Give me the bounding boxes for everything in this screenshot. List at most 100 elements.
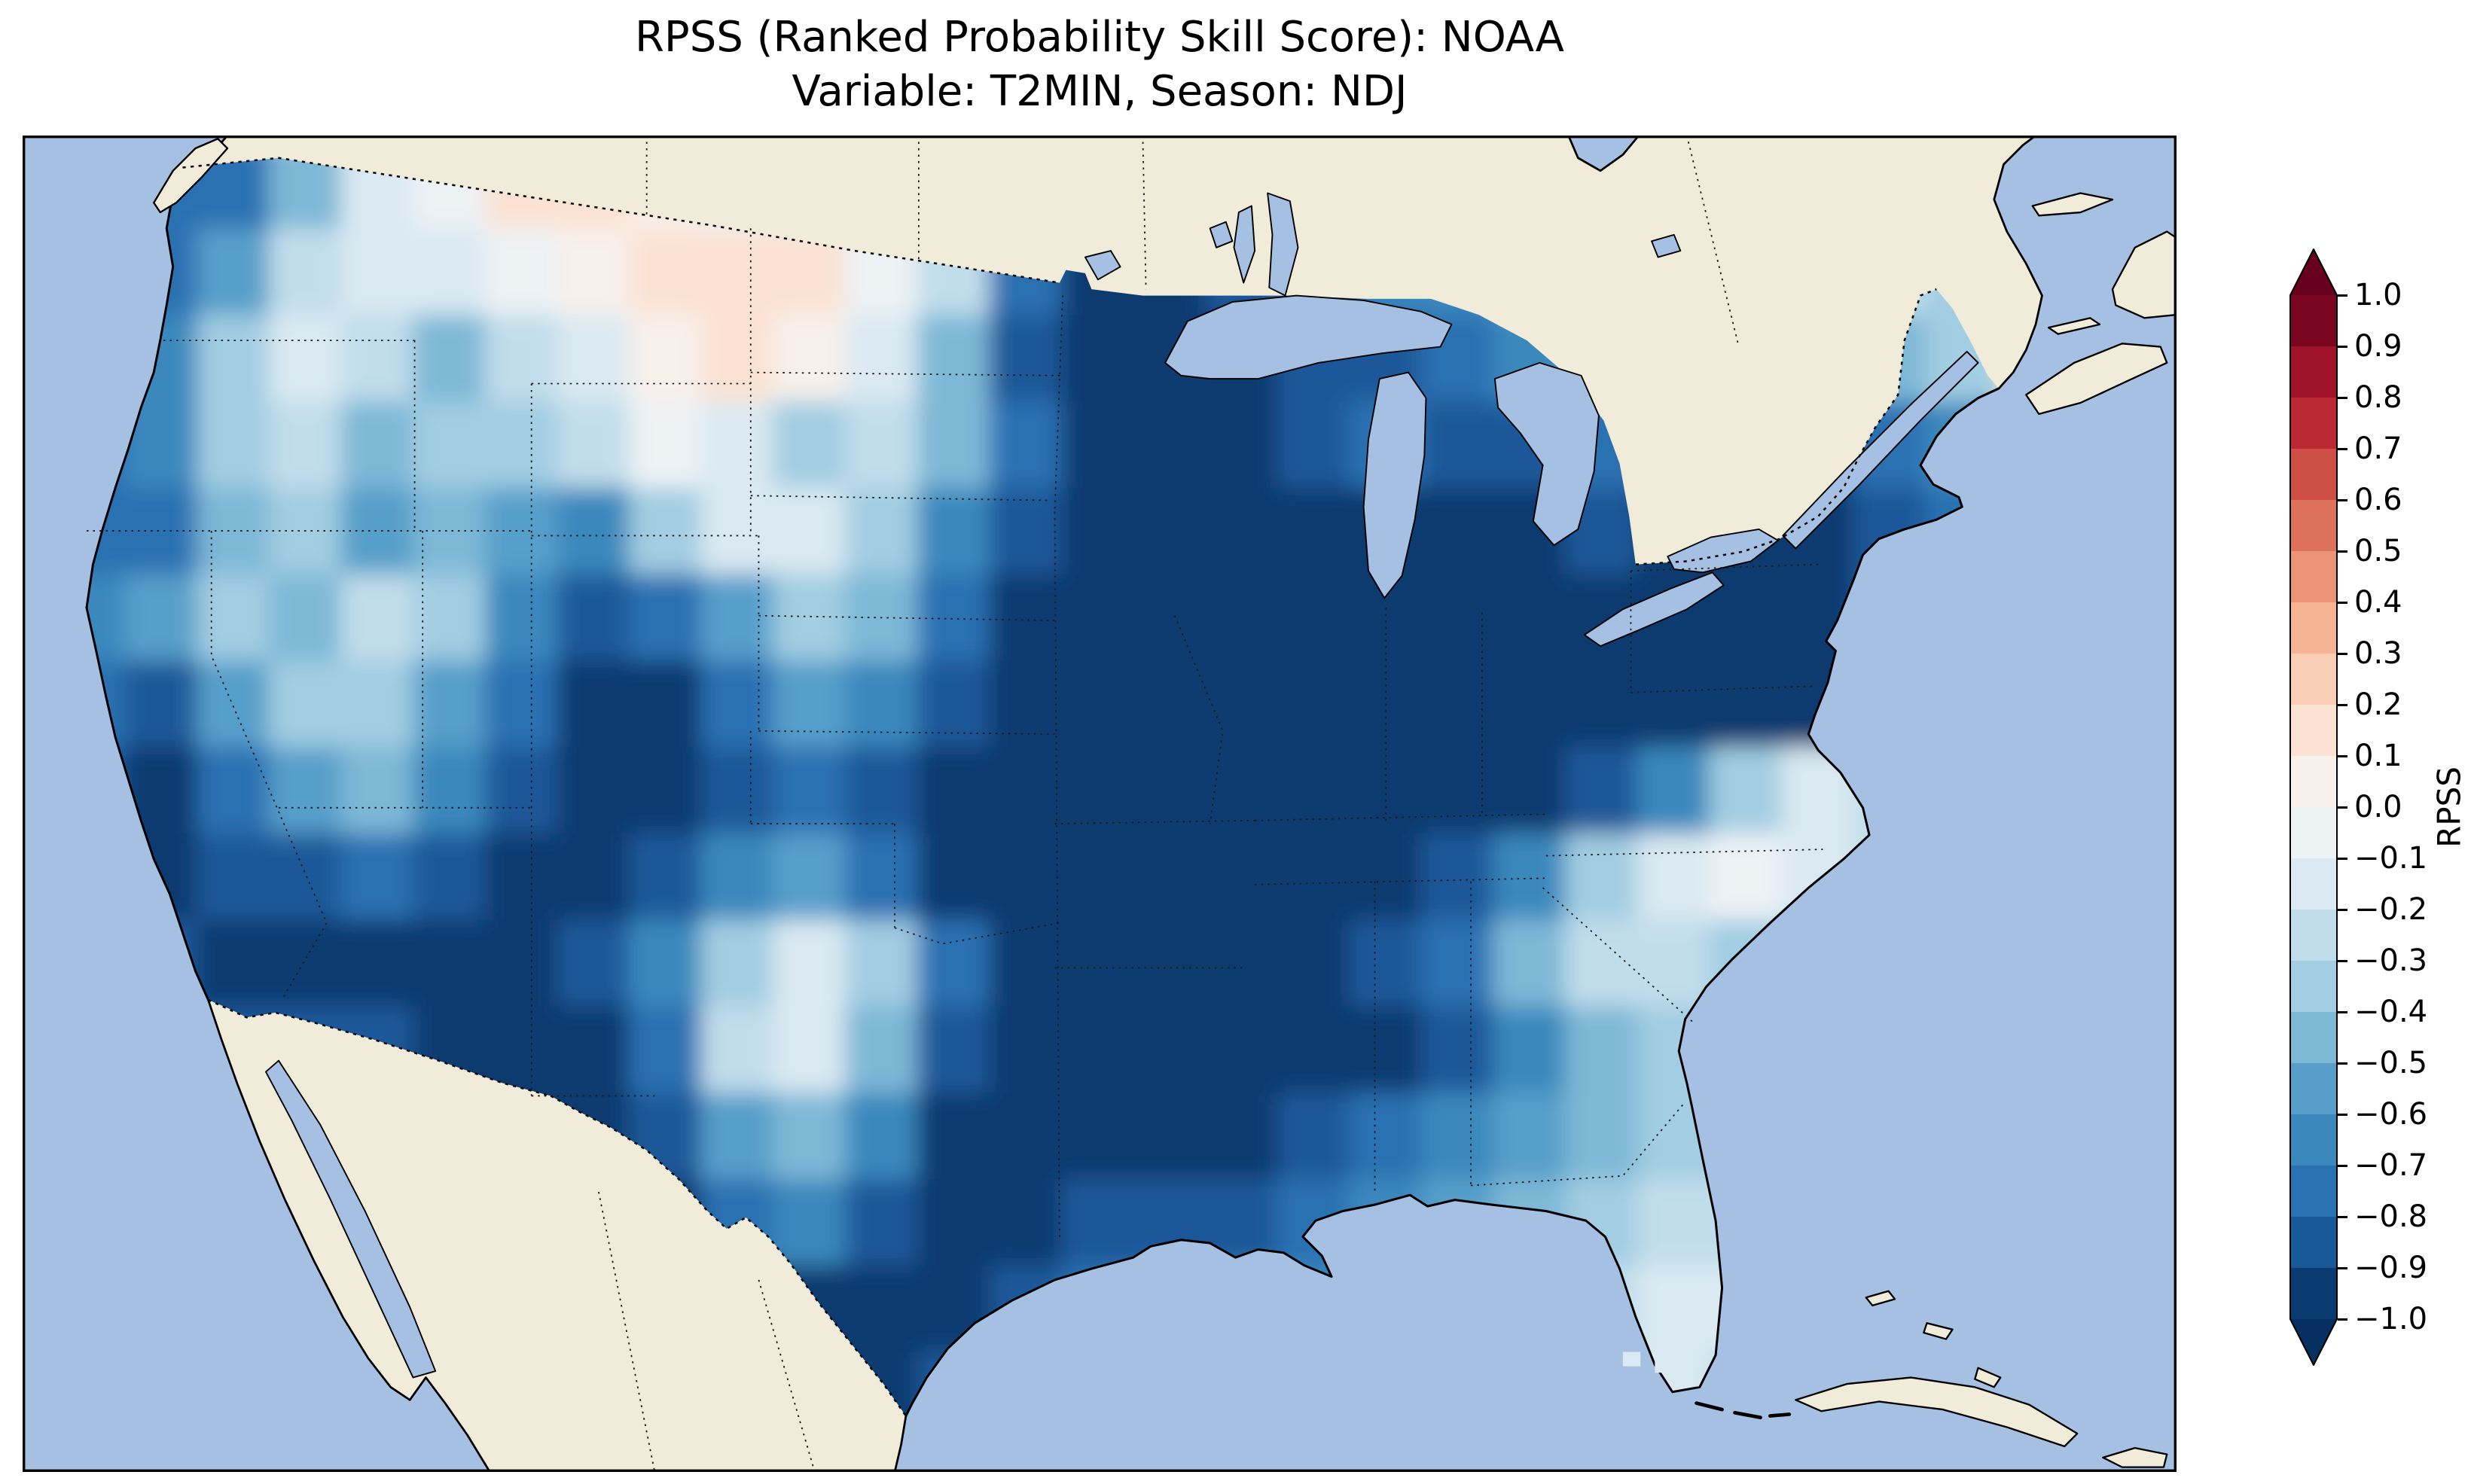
rpss-grid-cell	[413, 487, 489, 577]
colorbar-label: RPSS	[2430, 766, 2468, 848]
colorbar-tick-label: 0.0	[2354, 790, 2402, 824]
colorbar-tick-mark	[2338, 857, 2347, 860]
bahamas-2	[1923, 1322, 1954, 1340]
rpss-grid-cell	[197, 919, 273, 1010]
colorbar-tick-label: 0.5	[2354, 534, 2402, 568]
rpss-grid-cell	[1493, 574, 1569, 664]
rpss-grid-cell	[989, 833, 1065, 923]
rpss-grid-cell	[773, 401, 849, 491]
rpss-grid-cell	[413, 833, 489, 923]
rpss-grid-cell	[1493, 747, 1569, 837]
colorbar-tick-mark	[2338, 550, 2347, 553]
rpss-grid-cell	[340, 574, 416, 664]
rpss-grid-cell	[1493, 919, 1569, 1010]
colorbar-band	[2290, 961, 2337, 1013]
rpss-grid-cell	[485, 919, 560, 1010]
rpss-grid-cell	[340, 315, 416, 405]
rpss-grid-cell	[1637, 833, 1713, 923]
rpss-grid-cell	[1277, 1006, 1353, 1096]
rpss-grid-cell	[1133, 1006, 1209, 1096]
lake-erie	[1583, 571, 1725, 648]
rpss-grid-cell	[700, 228, 776, 318]
colorbar-tick-label: 0.3	[2354, 636, 2402, 671]
colorbar-band	[2290, 500, 2337, 552]
rpss-grid-cell	[197, 315, 273, 405]
rpss-grid-cell	[1061, 1092, 1136, 1183]
rpss-grid-cell	[1493, 1092, 1569, 1183]
rpss-grid-cell	[1061, 1178, 1136, 1269]
colorbar-tick-label: −0.5	[2354, 1046, 2428, 1080]
bahamas-1	[1865, 1290, 1896, 1307]
rpss-grid-cell	[773, 660, 849, 751]
canada-mexico-internal-borders	[598, 136, 1739, 1472]
rpss-grid-cell	[773, 574, 849, 664]
colorbar-tick: −0.9	[2338, 1251, 2427, 1285]
rpss-grid-cell	[1133, 1092, 1209, 1183]
rpss-grid-cell	[989, 1006, 1065, 1096]
rpss-grid-cell	[1205, 833, 1281, 923]
rpss-grid-cell	[1061, 919, 1136, 1010]
rpss-grid-cell	[1421, 574, 1496, 664]
rpss-grid-cell	[1637, 660, 1713, 751]
rpss-grid-cell	[700, 833, 776, 923]
rpss-grid-cell	[1277, 919, 1353, 1010]
rpss-grid-cell	[1277, 1092, 1353, 1183]
rpss-grid-cell	[485, 228, 560, 318]
rpss-grid-cell	[989, 401, 1065, 491]
rpss-grid-cell	[773, 1092, 849, 1183]
rpss-grid-cell	[1709, 574, 1785, 664]
rpss-grid-cell	[917, 315, 993, 405]
rpss-grid-cell	[124, 574, 200, 664]
rpss-grid-cell	[269, 574, 345, 664]
rpss-grid-cell	[1205, 574, 1281, 664]
colorbar-tick-label: 0.9	[2354, 329, 2402, 364]
rpss-grid-cell	[773, 919, 849, 1010]
rpss-grid-cell	[917, 833, 993, 923]
rpss-grid-cell	[413, 315, 489, 405]
colorbar-tick: 0.0	[2338, 790, 2402, 824]
colorbar-tick: −0.2	[2338, 892, 2427, 927]
rpss-grid-cell	[1061, 660, 1136, 751]
us-rpss-map	[23, 136, 2177, 1472]
colorbar-tick-mark	[2338, 754, 2347, 757]
rpss-grid-cell	[269, 660, 345, 751]
rpss-grid-cell	[629, 919, 705, 1010]
lake-manitoba	[1233, 205, 1256, 284]
colorbar-band	[2290, 654, 2337, 705]
colorbar-tick-mark	[2338, 294, 2347, 297]
rpss-grid-cell	[1565, 833, 1641, 923]
chart-subtitle: Variable: T2MIN, Season: NDJ	[792, 67, 1408, 116]
nova-scotia	[2025, 343, 2168, 416]
rpss-grid-cell	[485, 401, 560, 491]
rpss-grid-cell	[485, 315, 560, 405]
rpss-grid-cell	[197, 228, 273, 318]
rpss-grid-cell	[1133, 574, 1209, 664]
rpss-grid-cell	[557, 660, 633, 751]
colorbar-tick-label: 0.1	[2354, 739, 2402, 773]
colorbar-tick: −0.1	[2338, 841, 2427, 876]
colorbar-tick-label: −0.6	[2354, 1097, 2428, 1132]
rpss-grid-cell	[269, 401, 345, 491]
rpss-grid-cell	[1349, 1092, 1425, 1183]
colorbar-band	[2290, 398, 2337, 449]
rpss-grid-cell	[1565, 747, 1641, 837]
rpss-grid-cell	[917, 401, 993, 491]
colorbar-tick-mark	[2338, 703, 2347, 706]
rpss-grid-cell	[845, 487, 921, 577]
rpss-grid-cell	[629, 747, 705, 837]
colorbar-tick-label: 0.7	[2354, 431, 2402, 466]
rpss-grid-cell	[845, 315, 921, 405]
rpss-grid-cell	[557, 833, 633, 923]
colorbar-tick: 0.4	[2338, 585, 2402, 620]
rpss-grid-cell	[989, 1178, 1065, 1269]
rpss-grid-cell	[700, 747, 776, 837]
rpss-grid-cell	[1421, 660, 1496, 751]
rpss-grid-cell	[1061, 487, 1136, 577]
rpss-grid-cell	[413, 574, 489, 664]
colorbar-tick-label: −0.2	[2354, 892, 2428, 927]
rpss-grid-cell	[269, 157, 345, 232]
rpss-grid-cell	[557, 401, 633, 491]
vancouver-island	[153, 138, 229, 214]
rpss-grid-cell	[1421, 747, 1496, 837]
